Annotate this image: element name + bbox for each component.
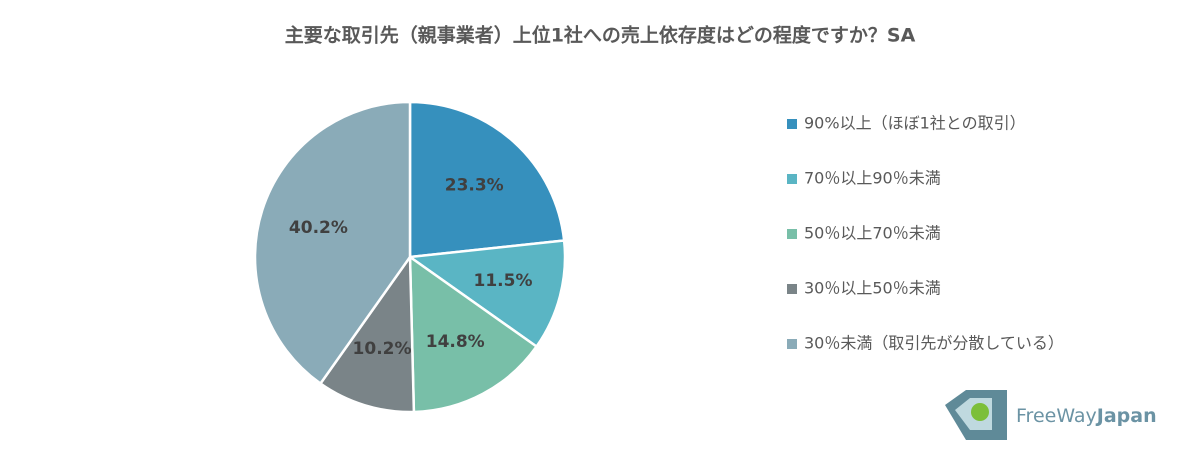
data-label: 10.2% — [353, 339, 412, 359]
legend-swatch — [787, 284, 797, 294]
data-label: 23.3% — [445, 176, 504, 196]
pie-slice — [406, 239, 567, 349]
logo-dot — [971, 403, 989, 421]
legend-label: 30％未満（取引先が分散している） — [804, 334, 1064, 353]
pie-slice — [408, 100, 566, 259]
legend-swatch — [787, 339, 797, 349]
data-label: 14.8% — [426, 332, 485, 352]
data-label: 11.5% — [474, 271, 533, 291]
pie-slice — [318, 253, 416, 414]
logo-text: Japan — [1095, 405, 1157, 427]
logo: FreeWayJapan — [945, 390, 1157, 440]
legend-label: 70％以上90％未満 — [804, 169, 941, 188]
legend-swatch — [787, 119, 797, 129]
legend-label: 30％以上50％未満 — [804, 279, 941, 298]
legend-label: 90%以上（ほぼ1社との取引） — [804, 114, 1026, 133]
data-label: 40.2% — [289, 218, 348, 238]
pie-slice — [253, 100, 412, 386]
pie-slice — [408, 254, 539, 414]
legend-label: 50％以上70％未満 — [804, 224, 941, 243]
legend-swatch — [787, 174, 797, 184]
logo-text: FreeWayJapan — [1016, 405, 1157, 427]
chart-title: 主要な取引先（親事業者）上位1社への売上依存度はどの程度ですか？SA — [285, 24, 916, 47]
logo-text: FreeWay — [1016, 405, 1097, 427]
legend-swatch — [787, 229, 797, 239]
